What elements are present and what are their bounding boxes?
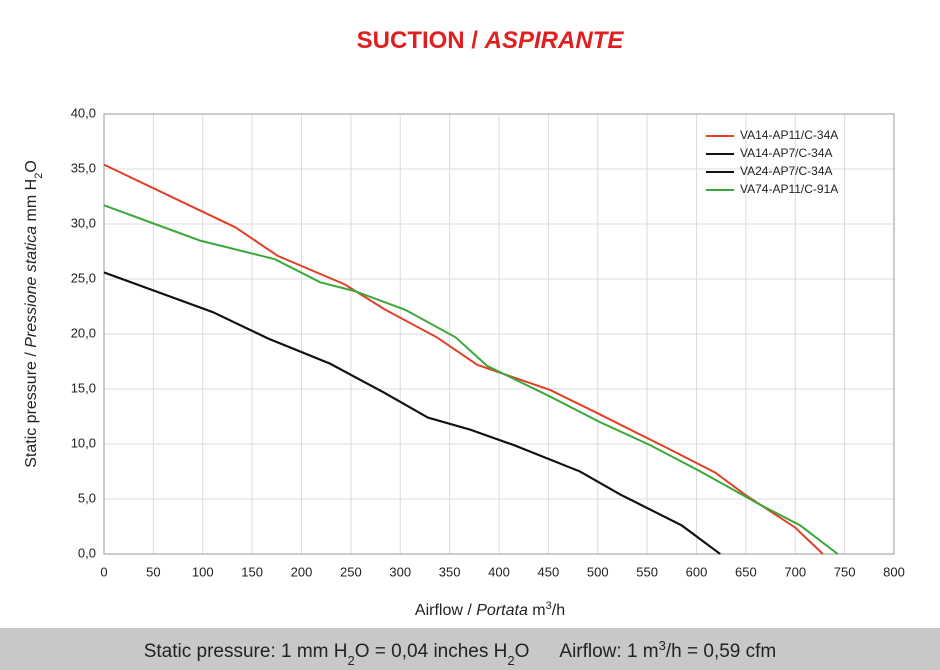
x-tick-label: 400	[488, 564, 510, 579]
y-tick-label: 15,0	[71, 380, 96, 395]
x-tick-label: 250	[340, 564, 362, 579]
x-tick-label: 750	[834, 564, 856, 579]
footer-part: Airflow: 1 m	[559, 641, 658, 662]
footer-part: 2	[348, 653, 355, 668]
label-part: m	[528, 602, 546, 619]
footer-part: /h = 0,59 cfm	[666, 641, 776, 662]
footer-part: 2	[507, 653, 514, 668]
x-tick-label: 350	[439, 564, 461, 579]
footer-part: O	[515, 641, 530, 662]
y-tick-label: 40,0	[71, 105, 96, 120]
footer-band	[0, 628, 940, 670]
legend-label: VA74-AP11/C-91A	[740, 182, 838, 196]
y-tick-label: 5,0	[78, 490, 96, 505]
x-tick-label: 450	[538, 564, 560, 579]
label-part: Portata	[476, 602, 528, 619]
legend-label: VA14-AP11/C-34A	[740, 128, 838, 142]
footer: Static pressure: 1 mm H2O = 0,04 inches …	[144, 638, 777, 668]
x-tick-label: 0	[100, 564, 107, 579]
label-part: O	[23, 160, 40, 172]
y-tick-label: 0,0	[78, 545, 96, 560]
y-tick-label: 35,0	[71, 160, 96, 175]
plot-border	[103, 113, 895, 555]
x-tick-label: 100	[192, 564, 214, 579]
x-tick-label: 300	[389, 564, 411, 579]
x-axis-label: Airflow / Portata m3/h	[415, 600, 565, 619]
x-tick-label: 700	[784, 564, 806, 579]
x-tick-label: 500	[587, 564, 609, 579]
x-tick-label: 800	[883, 564, 905, 579]
label-part: Pressione statica	[23, 226, 40, 348]
footer-part: 3	[659, 638, 666, 653]
x-tick-label: 200	[291, 564, 313, 579]
legend-label: VA14-AP7/C-34A	[740, 146, 833, 160]
x-tick-label: 50	[146, 564, 160, 579]
y-axis-label: Static pressure / Pressione statica mm H…	[23, 160, 45, 468]
series-line	[103, 204, 839, 555]
label-part: Airflow /	[415, 602, 476, 619]
x-tick-label: 650	[735, 564, 757, 579]
label-part: Static pressure /	[23, 348, 40, 468]
label-part: 2	[33, 173, 45, 179]
series-line	[103, 163, 824, 555]
footer-part: Static pressure: 1 mm H	[144, 641, 348, 662]
series-line	[103, 271, 721, 555]
y-tick-label: 10,0	[71, 435, 96, 450]
y-tick-label: 25,0	[71, 270, 96, 285]
x-tick-label: 150	[241, 564, 263, 579]
label-part: mm H	[23, 179, 40, 226]
y-tick-label: 20,0	[71, 325, 96, 340]
title-part: SUCTION /	[357, 27, 485, 54]
chart-title: SUCTION / ASPIRANTE	[357, 27, 625, 54]
title-part: ASPIRANTE	[484, 27, 625, 54]
label-part: 3	[546, 600, 552, 612]
x-tick-label: 600	[686, 564, 708, 579]
legend-label: VA24-AP7/C-34A	[740, 164, 833, 178]
x-tick-label: 550	[636, 564, 658, 579]
y-tick-label: 30,0	[71, 215, 96, 230]
label-part: /h	[552, 602, 565, 619]
footer-part: O = 0,04 inches H	[355, 641, 508, 662]
